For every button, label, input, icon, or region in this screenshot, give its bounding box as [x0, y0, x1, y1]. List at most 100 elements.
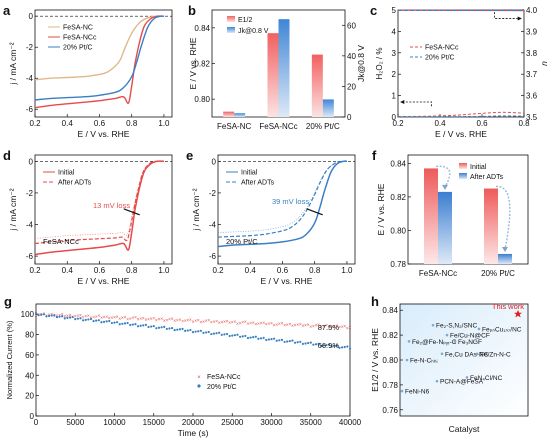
h-point-marker: [477, 327, 481, 331]
g-point-fesa: ×: [212, 319, 215, 325]
g-point-fesa: ×: [270, 321, 273, 327]
f-y-tick-label: 0.78: [390, 260, 406, 269]
g-point-ptc: [218, 331, 221, 334]
d-legend-0-label: Initial: [58, 170, 75, 177]
g-x-tick-label: 20000: [182, 418, 205, 427]
series-line-1: [34, 15, 164, 109]
d-x-tick-label: 0.2: [29, 266, 41, 275]
g-point-ptc: [275, 339, 278, 342]
h-point-label: Fe/Zn-N-C: [480, 351, 511, 358]
g-point-fesa: ×: [173, 319, 176, 325]
a-x-tick-label: 0.2: [29, 119, 41, 128]
g-point-fesa: ×: [97, 314, 100, 320]
g-point-fesa: ×: [220, 320, 223, 326]
d-sample-label: FeSA-NCc: [43, 237, 79, 246]
f-decay-arrow: [435, 165, 451, 188]
g-point-ptc: [53, 313, 56, 317]
g-point-ptc: [152, 325, 155, 328]
g-point-ptc: [309, 341, 312, 344]
g-point-fesa: ×: [134, 315, 137, 321]
g-point-ptc: [278, 339, 281, 342]
g-y-tick-label: 20: [25, 392, 34, 401]
g-point-fesa: ×: [231, 320, 234, 326]
g-point-fesa: ×: [139, 316, 142, 322]
g-point-ptc: [341, 346, 344, 349]
g-point-ptc: [76, 317, 79, 320]
e-sample-label: 20% Pt/C: [226, 237, 258, 246]
d-x-axis-label: E / V vs. RHE: [78, 276, 130, 286]
e-legend-0-label: Initial: [241, 170, 258, 177]
g-point-ptc: [293, 341, 297, 344]
g-point-fesa: ×: [118, 316, 121, 322]
g-point-fesa: ×: [129, 316, 132, 322]
plot-frame: [34, 154, 173, 265]
g-point-ptc: [223, 333, 226, 336]
g-point-ptc: [273, 337, 276, 340]
g-point-ptc: [304, 342, 307, 345]
g-point-fesa: ×: [82, 315, 85, 321]
f-bar-initial-0: [424, 168, 438, 264]
g-point-fesa: ×: [223, 319, 226, 325]
panel-a: a 0.2 0.4 0.6 0.8 1.0 0 -2 -4 -6 FeSA-NC FeSA-NCc 20…: [3, 3, 173, 139]
b-bar-jk-2: [322, 99, 334, 117]
panel-b: b 0.80 0.82 0.84 0 20 40 60 FeSA-NC FeSA-NCc 20% P…: [188, 3, 366, 131]
g-point-fesa: ×: [168, 317, 171, 323]
f-bar-initial-1: [484, 188, 498, 264]
g-point-ptc: [327, 343, 331, 346]
g-point-fesa: ×: [171, 317, 174, 323]
a-y-tick-label: 0: [29, 12, 34, 21]
g-y-tick-label: 80: [25, 331, 34, 340]
g-point-ptc: [173, 329, 176, 332]
e-y-tick-label: -4: [209, 221, 217, 230]
a-y-tick-label: -2: [26, 43, 34, 52]
g-point-ptc: [84, 318, 87, 321]
g-point-fesa: ×: [202, 319, 205, 325]
b-y-axis-label: E / V vs. RHE: [188, 37, 198, 89]
g-point-ptc: [212, 332, 216, 335]
f-legend-label-1: After ADTs: [470, 174, 504, 181]
plot-frame: [397, 9, 525, 118]
g-point-ptc: [270, 338, 273, 341]
g-point-fesa: ×: [233, 320, 236, 326]
d-x-tick-label: 0.6: [94, 266, 106, 275]
g-point-fesa: ×: [53, 314, 56, 320]
g-point-ptc: [34, 312, 38, 315]
g-point-fesa: ×: [84, 314, 87, 320]
c-arrow-right: [494, 12, 518, 19]
g-point-ptc: [95, 319, 98, 322]
d-y-tick-label: -2: [26, 189, 34, 198]
g-point-fesa: ×: [257, 322, 260, 328]
g-point-fesa: ×: [160, 317, 163, 323]
h-point-marker: [431, 323, 435, 327]
g-point-ptc: [262, 336, 265, 340]
g-point-ptc: [163, 325, 166, 328]
h-point-label: Fe,Cu DAs-NC: [445, 351, 489, 358]
g-point-ptc: [225, 332, 229, 336]
a-y-tick-label: -4: [26, 74, 34, 83]
a-y-axis-label: j / mA cm⁻²: [8, 42, 18, 85]
a-x-tick-label: 0.4: [62, 119, 74, 128]
g-x-tick-label: 30000: [260, 418, 283, 427]
c-arrow-right-head: [517, 16, 522, 21]
g-point-ptc: [228, 334, 231, 338]
g-point-ptc: [61, 315, 64, 318]
h-point-label: PCN-A@FeSA: [440, 379, 484, 386]
g-point-ptc: [210, 332, 213, 336]
g-point-ptc: [215, 332, 218, 335]
panel-letter: b: [188, 3, 196, 18]
c-y-right-tick-label: 3.8: [526, 49, 538, 58]
g-point-fesa: ×: [349, 325, 352, 331]
g-point-fesa: ×: [131, 316, 134, 322]
g-point-ptc: [202, 331, 205, 334]
f-decay-arrow-head: [442, 184, 448, 190]
g-legend-label-1: 20% Pt/C: [207, 384, 237, 391]
e-initial-line: [217, 160, 347, 248]
c-y-axis-label: H₂O₂ / %: [375, 48, 384, 80]
g-x-tick-label: 10000: [103, 418, 126, 427]
g-point-ptc: [178, 328, 182, 331]
b-y-right-tick-label: 20: [347, 82, 356, 91]
g-point-ptc: [42, 313, 45, 316]
g-point-ptc: [139, 324, 142, 327]
d-y-axis-label: j / mA cm⁻²: [8, 188, 18, 231]
g-point-fesa: ×: [239, 321, 242, 327]
